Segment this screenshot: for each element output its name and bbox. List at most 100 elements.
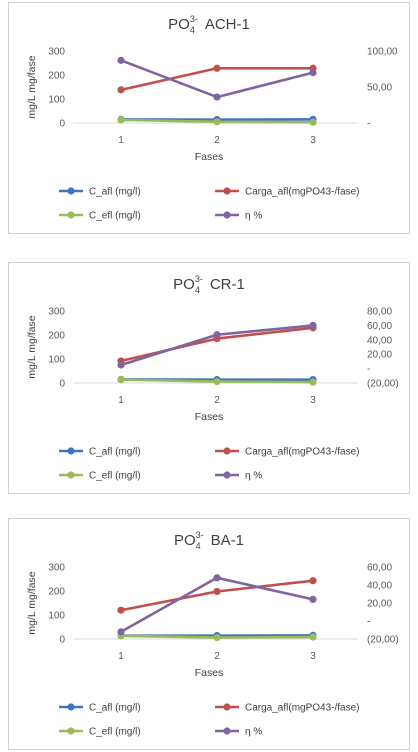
data-point: [117, 116, 125, 124]
y-axis-title: mg/L mg/fase: [26, 571, 38, 634]
y-tick-label: 200: [48, 71, 65, 82]
chart-panel-cr1: PO43- CR-1 300 200 100 0 80,00 60,00 40,00 20,00 -…: [8, 262, 410, 494]
data-point: [309, 577, 317, 585]
chart-title-main: PO: [174, 532, 196, 549]
chart-svg-ba1: PO43- BA-1 300 200 100 0 60,00 40,00 20,00 - (20,0…: [26, 530, 399, 738]
data-point: [213, 118, 221, 126]
y-tick-label: 0: [59, 379, 65, 390]
legend-label: C_afl (mg/l): [89, 703, 141, 714]
data-point: [117, 86, 125, 94]
legend-swatch-marker: [223, 187, 231, 195]
legend-swatch-marker: [67, 187, 75, 195]
y-tick-label: 100: [48, 611, 65, 622]
data-point: [213, 574, 221, 582]
x-tick-label: 2: [214, 135, 220, 146]
chart-title-main: PO: [173, 276, 195, 293]
y2-tick-label: (20,00): [367, 379, 399, 390]
y-axis-title: mg/L mg/fase: [26, 55, 38, 118]
chart-panel-ach1: PO43- ACH-1 300 200 100 0 100,00 50,00 - 1 2 3 Fases…: [8, 2, 410, 234]
chart-title-main: PO: [168, 16, 190, 33]
x-axis-title: Fases: [195, 411, 224, 423]
legend-label: Carga_afl(mgPO43-/fase): [245, 187, 360, 198]
y-tick-label: 100: [48, 355, 65, 366]
y-tick-label: 300: [48, 47, 65, 58]
x-tick-label: 1: [118, 135, 124, 146]
data-point: [117, 628, 125, 636]
x-axis-title: Fases: [195, 151, 224, 163]
legend-swatch-marker: [67, 471, 75, 479]
legend-entry: C_efl (mg/l): [59, 211, 141, 222]
y2-tick-label: 60,00: [367, 563, 392, 574]
y2-tick-label: 80,00: [367, 307, 392, 318]
x-axis-title: Fases: [195, 667, 224, 679]
y2-tick-label: 60,00: [367, 321, 392, 332]
x-tick-label: 1: [118, 651, 124, 662]
data-point: [117, 361, 125, 369]
x-tick-label: 1: [118, 395, 124, 406]
data-point: [213, 93, 221, 101]
legend-entry: η %: [215, 471, 262, 482]
legend-entry: Carga_afl(mgPO43-/fase): [215, 187, 360, 198]
data-point: [213, 331, 221, 339]
legend-swatch-marker: [223, 447, 231, 455]
legend-swatch-marker: [67, 211, 75, 219]
legend-swatch-marker: [223, 471, 231, 479]
data-point: [309, 321, 317, 329]
legend-entry: Carga_afl(mgPO43-/fase): [215, 703, 360, 714]
y2-tick-label: -: [367, 617, 370, 628]
legend-label: C_efl (mg/l): [89, 211, 141, 222]
data-point: [213, 64, 221, 72]
legend-swatch-marker: [223, 727, 231, 735]
series-line-1: [120, 579, 314, 612]
legend-label: C_efl (mg/l): [89, 471, 141, 482]
data-point: [117, 56, 125, 64]
data-point: [117, 606, 125, 614]
legend-label: η %: [245, 471, 262, 482]
chart-title: PO43- ACH-1: [168, 14, 250, 35]
chart-title-rest: CR-1: [210, 276, 245, 293]
chart-title-superscript: 3-: [190, 14, 198, 24]
y2-tick-label: 100,00: [367, 47, 398, 58]
chart-title-superscript: 3-: [196, 530, 204, 540]
y2-tick-label: -: [367, 119, 370, 130]
data-point: [309, 118, 317, 126]
legend-label: C_afl (mg/l): [89, 447, 141, 458]
legend-entry: C_efl (mg/l): [59, 471, 141, 482]
data-point: [309, 633, 317, 641]
legend-entry: Carga_afl(mgPO43-/fase): [215, 447, 360, 458]
y2-tick-label: 20,00: [367, 599, 392, 610]
chart-title-rest: BA-1: [211, 532, 244, 549]
chart-svg-cr1: PO43- CR-1 300 200 100 0 80,00 60,00 40,00 20,00 -…: [26, 274, 399, 482]
chart-title-subscript: 4: [195, 285, 200, 295]
y2-tick-label: 50,00: [367, 83, 392, 94]
chart-panel-ba1: PO43- BA-1 300 200 100 0 60,00 40,00 20,00 - (20,0…: [8, 518, 410, 750]
y-tick-label: 100: [48, 95, 65, 106]
legend-entry: η %: [215, 211, 262, 222]
y-tick-label: 0: [59, 635, 65, 646]
x-tick-label: 3: [310, 651, 316, 662]
y-tick-label: 200: [48, 587, 65, 598]
data-point: [213, 377, 221, 386]
y-tick-label: 200: [48, 331, 65, 342]
chart-title-subscript: 4: [190, 25, 195, 35]
legend-label: Carga_afl(mgPO43-/fase): [245, 703, 360, 714]
x-tick-label: 3: [310, 395, 316, 406]
data-point: [117, 376, 125, 384]
legend-swatch-marker: [223, 211, 231, 219]
y-tick-label: 300: [48, 307, 65, 318]
chart-title-superscript: 3-: [195, 274, 203, 284]
y-axis-title: mg/L mg/fase: [26, 315, 38, 378]
data-point: [213, 633, 221, 642]
legend-entry: C_afl (mg/l): [59, 187, 141, 198]
chart-title-rest: ACH-1: [205, 16, 250, 33]
y2-tick-label: 40,00: [367, 335, 392, 346]
data-point: [213, 587, 221, 596]
chart-svg-ach1: PO43- ACH-1 300 200 100 0 100,00 50,00 - 1 2 3 Fases…: [26, 14, 398, 222]
legend-entry: η %: [215, 727, 262, 738]
chart-title: PO43- CR-1: [173, 274, 245, 295]
data-point: [309, 69, 317, 77]
legend-entry: C_efl (mg/l): [59, 727, 141, 738]
x-tick-label: 2: [214, 651, 220, 662]
legend-swatch-marker: [223, 703, 231, 711]
legend-label: η %: [245, 727, 262, 738]
